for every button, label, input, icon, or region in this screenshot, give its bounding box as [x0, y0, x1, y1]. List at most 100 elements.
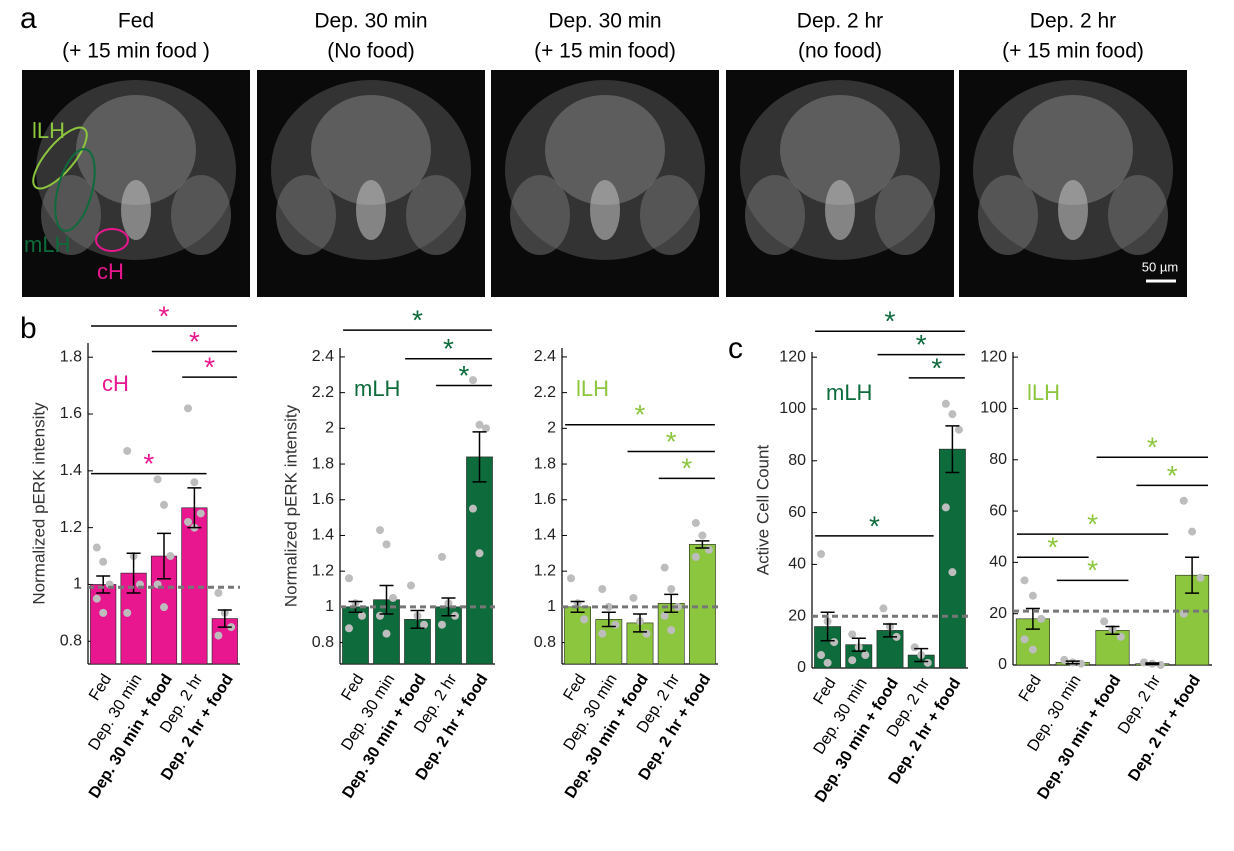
image-title: (No food)	[327, 40, 415, 63]
brain	[171, 175, 231, 255]
significance-label: *	[1167, 460, 1178, 491]
x-tick-label: Fed	[1016, 672, 1045, 704]
error-bar	[96, 575, 111, 594]
y-tick-label: 1	[325, 598, 334, 615]
region-label: mLH	[354, 376, 400, 401]
brain	[311, 95, 431, 205]
data-point	[598, 629, 607, 638]
y-tick-label: 1.6	[312, 491, 334, 508]
brain	[1108, 175, 1168, 255]
error-bar	[410, 609, 425, 630]
data-point	[160, 603, 168, 612]
data-point	[482, 424, 491, 433]
data-point	[1100, 617, 1109, 626]
data-point	[1037, 614, 1046, 623]
y-tick-label: 20	[788, 607, 806, 624]
significance-label: *	[159, 300, 170, 331]
y-tick-label: 1.2	[312, 562, 334, 579]
brain	[978, 175, 1038, 255]
bar	[466, 456, 493, 665]
brain	[276, 175, 336, 255]
data-point	[848, 630, 857, 639]
brain	[590, 180, 620, 240]
data-point	[817, 550, 826, 559]
data-point	[420, 620, 429, 629]
y-tick-label: 20	[989, 605, 1007, 622]
data-point	[389, 593, 398, 602]
image-annotation: cH	[97, 259, 124, 284]
data-point	[475, 420, 484, 429]
data-point	[99, 608, 108, 617]
error-bar	[217, 609, 232, 628]
y-tick-label: 0	[998, 656, 1007, 673]
data-point	[598, 585, 607, 594]
y-tick-label: 1.8	[534, 455, 556, 472]
error-bar	[851, 637, 866, 652]
image-row	[22, 70, 1187, 297]
y-axis-label: Normalized pERK intensity	[281, 404, 300, 607]
data-point	[954, 425, 963, 434]
image-title: Dep. 30 min	[314, 10, 427, 33]
error-bar	[695, 540, 710, 549]
significance-label: *	[869, 510, 880, 541]
brain	[640, 175, 700, 255]
significance-label: *	[412, 305, 423, 336]
y-tick-label: 1.2	[60, 519, 82, 536]
error-bar	[1105, 625, 1120, 635]
y-tick-label: 100	[779, 400, 806, 417]
data-point	[382, 540, 391, 549]
y-tick-label: 2.2	[312, 384, 334, 401]
region-label: mLH	[826, 380, 872, 405]
image-title: (no food)	[798, 40, 882, 63]
brain	[76, 95, 196, 205]
brain	[510, 175, 570, 255]
significance-label: *	[681, 453, 692, 484]
y-tick-label: 1	[73, 576, 82, 593]
y-tick-label: 2.2	[534, 384, 556, 401]
brain	[1013, 95, 1133, 205]
image-title: Dep. 2 hr	[1030, 10, 1116, 33]
brain	[121, 180, 151, 240]
y-tick-label: 80	[989, 451, 1007, 468]
y-tick-label: 1	[547, 598, 556, 615]
brain	[356, 180, 386, 240]
error-bar	[187, 487, 202, 529]
y-tick-label: 1.6	[534, 491, 556, 508]
data-point	[344, 624, 353, 633]
significance-label: *	[885, 306, 896, 337]
significance-label: *	[1087, 555, 1098, 586]
data-point	[375, 526, 384, 535]
ch-outline	[95, 228, 129, 252]
data-point	[660, 611, 669, 620]
brain	[406, 175, 466, 255]
y-tick-label: 60	[788, 504, 806, 521]
y-tick-label: 1.8	[60, 348, 82, 365]
x-tick-label: Dep. 2 hr + food	[1125, 672, 1204, 784]
y-tick-label: 1.4	[312, 527, 334, 544]
mlh-outline	[54, 148, 96, 232]
data-point	[823, 658, 832, 667]
data-point	[704, 545, 713, 554]
error-bar	[1185, 556, 1200, 594]
image-title: (+ 15 min food)	[534, 40, 676, 63]
data-point	[1179, 496, 1188, 505]
data-point	[375, 611, 384, 620]
y-tick-label: 80	[788, 452, 806, 469]
image-annotation: mLH	[24, 232, 70, 257]
bar	[564, 606, 592, 665]
y-tick-label: 60	[989, 502, 1007, 519]
brain	[825, 180, 855, 240]
error-bar	[379, 584, 394, 615]
y-tick-label: 120	[980, 348, 1007, 365]
significance-label: *	[1047, 532, 1058, 563]
y-tick-label: 0.8	[312, 634, 334, 651]
error-bar	[441, 597, 456, 617]
data-point	[475, 549, 484, 558]
region-label: cH	[102, 371, 129, 396]
panel-label: b	[20, 312, 37, 345]
data-point	[344, 574, 353, 583]
data-point	[166, 552, 175, 561]
bar	[688, 544, 716, 665]
data-point	[667, 626, 676, 635]
data-point	[160, 500, 168, 509]
